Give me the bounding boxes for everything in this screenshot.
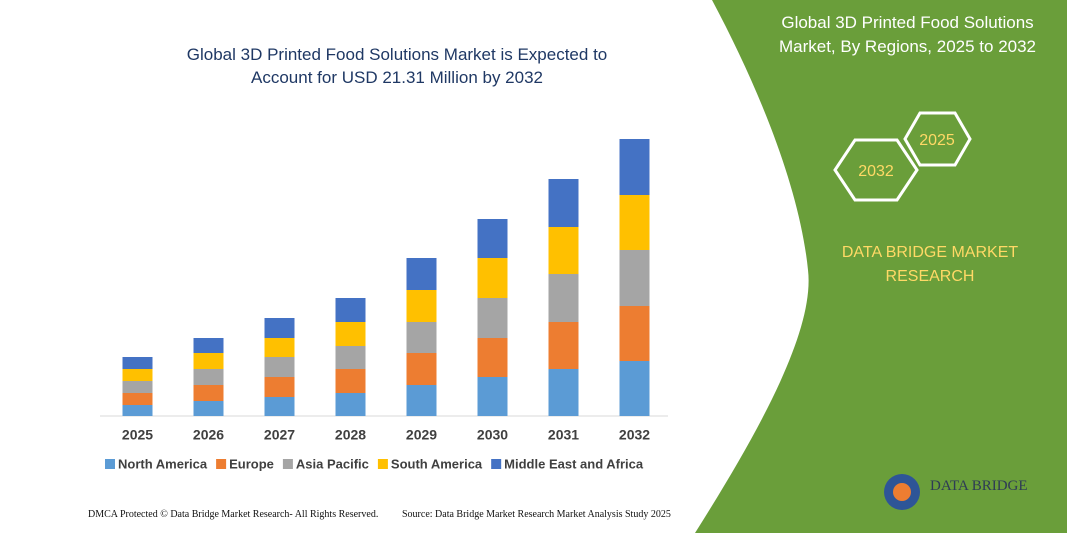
x-tick-label: 2030: [477, 427, 508, 443]
bar-segment: [193, 338, 224, 353]
bar-segment: [335, 393, 366, 416]
legend-swatch: [377, 459, 388, 469]
bar-segment: [619, 195, 650, 250]
bar-segment: [477, 298, 508, 338]
legend-swatch: [216, 459, 227, 469]
bar-segment: [406, 322, 437, 353]
bar-segment: [335, 346, 366, 369]
bar-segment: [122, 405, 153, 416]
brand: DATA BRIDGE MARKET RESEARCH: [841, 244, 1019, 285]
bar-segment: [264, 338, 295, 357]
footer-left: DMCA Protected © Data Bridge Market Rese…: [88, 509, 379, 520]
bar-segment: [264, 397, 295, 416]
bar-segment: [406, 258, 437, 290]
bar-segment: [477, 258, 508, 298]
x-tick-label: 2028: [335, 427, 366, 443]
bar-segment: [477, 377, 508, 416]
bar-segment: [264, 357, 295, 377]
hexagon: [903, 111, 972, 167]
bar-segment: [335, 298, 366, 322]
x-tick-label: 2029: [406, 427, 437, 443]
footer-right: Source: Data Bridge Market Research Mark…: [402, 509, 671, 520]
chart-title: Global 3D Printed Food Solutions Market …: [186, 45, 608, 87]
bar-segment: [335, 369, 366, 393]
bar-segment: [406, 353, 437, 385]
bar-segment: [548, 369, 579, 416]
x-tick-label: 2031: [548, 427, 579, 443]
panel-title: Global 3D Printed Food Solutions Market,…: [778, 13, 1037, 56]
x-tick-label: 2027: [264, 427, 295, 443]
bar-segment: [264, 318, 295, 338]
legend-swatch: [282, 459, 293, 469]
hexagon-label: 2032: [858, 163, 894, 180]
bar-segment: [619, 361, 650, 416]
bar-segment: [335, 322, 366, 346]
bar-segment: [548, 179, 579, 227]
bar-segment: [193, 401, 224, 416]
x-tick-label: 2032: [619, 427, 650, 443]
x-tick-label: 2026: [193, 427, 224, 443]
x-tick-label: 2025: [122, 427, 153, 443]
bar-segment: [122, 369, 153, 381]
logo-mark: [893, 483, 911, 501]
logo-text: DATA BRIDGE: [930, 478, 1028, 494]
bar-segment: [406, 290, 437, 322]
bar-segment: [548, 227, 579, 274]
bar-segment: [122, 381, 153, 393]
hexagon-label: 2025: [919, 132, 955, 149]
bar-segment: [122, 357, 153, 369]
bar-segment: [406, 385, 437, 416]
legend-label: North America: [118, 456, 208, 471]
bar-segment: [619, 250, 650, 306]
bar-segment: [548, 322, 579, 369]
legend-label: South America: [391, 456, 483, 471]
bar-segment: [193, 353, 224, 369]
legend-label: Asia Pacific: [296, 456, 369, 471]
bar-segment: [193, 369, 224, 385]
bar-segment: [548, 274, 579, 322]
legend-label: Middle East and Africa: [504, 456, 644, 471]
bar-segment: [619, 139, 650, 195]
bar-segment: [193, 385, 224, 401]
legend-swatch: [105, 459, 115, 469]
bar-segment: [477, 338, 508, 377]
bar-segment: [264, 377, 295, 397]
bar-segment: [122, 393, 153, 405]
legend-swatch: [491, 459, 502, 469]
bar-segment: [477, 219, 508, 258]
bar-segment: [619, 306, 650, 361]
side-panel: [695, 0, 1067, 533]
legend-label: Europe: [229, 456, 274, 471]
hexagon: [833, 138, 919, 202]
